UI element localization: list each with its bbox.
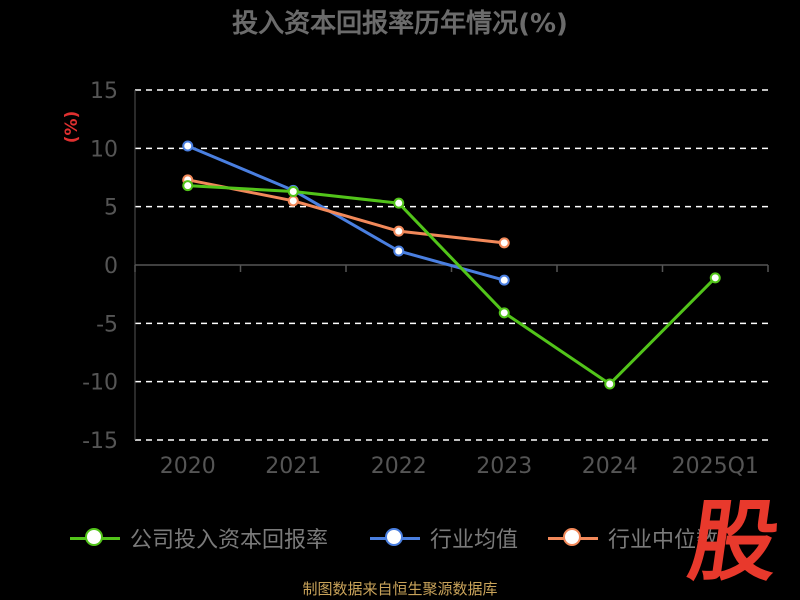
series-line (187, 184, 717, 386)
series-2 (182, 174, 510, 249)
data-source-note: 制图数据来自恒生聚源数据库 (302, 580, 498, 598)
series-1 (182, 140, 510, 286)
x-tick-label: 2020 (160, 454, 216, 479)
legend-item-industry-median[interactable]: 行业中位数 (548, 518, 718, 558)
y-tick-label: 10 (90, 137, 118, 162)
legend-line-icon (70, 527, 120, 546)
logo-icon: 股 (682, 490, 786, 593)
x-tick-label: 2022 (371, 454, 427, 479)
legend-line-icon (370, 527, 420, 546)
y-tick-label: -15 (82, 429, 118, 454)
legend-dot-icon (563, 527, 581, 546)
data-point (393, 245, 405, 257)
series-line (187, 144, 505, 282)
series-line (187, 178, 505, 245)
legend-label: 行业均值 (430, 528, 519, 553)
y-tick-label: 5 (104, 196, 118, 221)
data-point (182, 140, 194, 152)
legend-item-company[interactable]: 公司投入资本回报率 (70, 518, 328, 558)
data-point (498, 274, 510, 286)
y-tick-label: -10 (82, 371, 118, 396)
data-point (498, 237, 510, 249)
x-tick-label: 2025Q1 (672, 454, 759, 479)
y-tick-label: 15 (90, 79, 118, 104)
legend-label: 公司投入资本回报率 (130, 528, 329, 553)
data-point (287, 195, 299, 207)
legend-line-icon (548, 527, 598, 546)
legend-item-industry-mean[interactable]: 行业均值 (370, 518, 518, 558)
data-point (287, 186, 299, 197)
y-tick-label: 0 (104, 254, 118, 279)
chart-title: 投入资本回报率历年情况(%) (232, 8, 568, 39)
x-tick-label: 2023 (476, 454, 532, 479)
legend: 公司投入资本回报率 行业均值 行业中位数 (70, 518, 770, 558)
legend-label: 行业中位数 (608, 528, 719, 553)
data-point (393, 197, 405, 209)
y-tick-label: -5 (96, 312, 118, 337)
legend-dot-icon (85, 527, 103, 546)
data-point (498, 307, 510, 319)
x-tick-label: 2021 (265, 454, 321, 479)
data-point (393, 225, 405, 237)
series-0 (182, 180, 721, 390)
y-axis-label: (%) (62, 111, 82, 144)
data-point (709, 272, 721, 284)
x-tick-label: 2024 (582, 454, 638, 479)
legend-dot-icon (385, 527, 403, 546)
data-point (182, 180, 194, 192)
data-point (604, 378, 616, 390)
